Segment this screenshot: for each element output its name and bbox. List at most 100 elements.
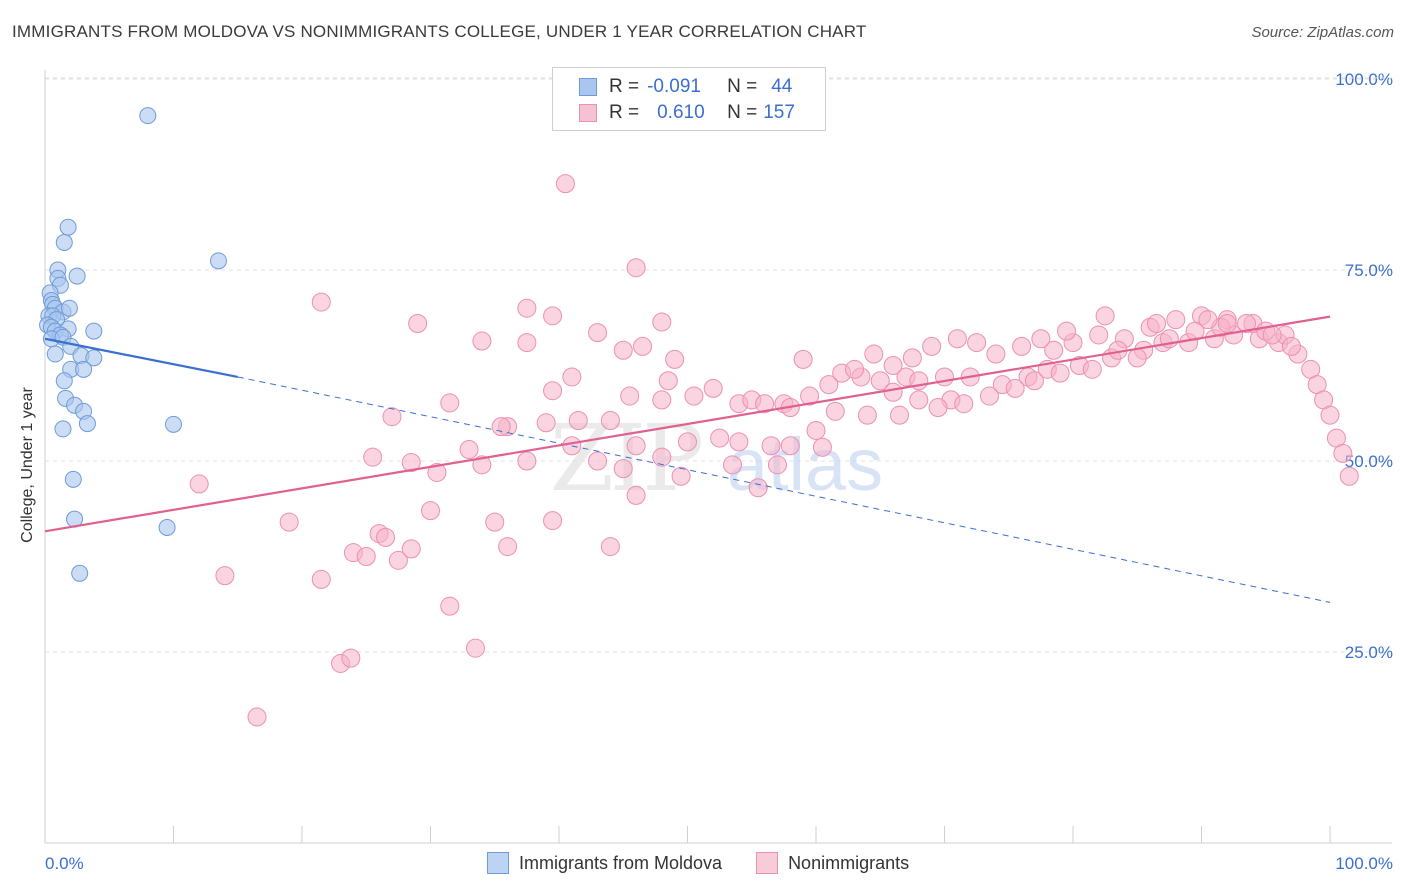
nonimmigrants-point — [870, 371, 890, 391]
moldova-point — [64, 470, 82, 488]
nonimmigrants-point — [909, 390, 929, 410]
nonimmigrants-point — [543, 381, 563, 401]
nonimmigrants-point — [517, 451, 537, 471]
moldova-legend-swatch — [487, 852, 509, 874]
nonimmigrants-point — [517, 298, 537, 318]
moldova-point — [46, 345, 64, 363]
nonimmigrants-point — [812, 437, 832, 457]
moldova-point — [71, 564, 89, 582]
nonimmigrants-point — [890, 405, 910, 425]
nonimmigrants-point — [755, 394, 775, 414]
nonimmigrants-point — [626, 436, 646, 456]
nonimmigrants-point — [613, 340, 633, 360]
nonimmigrants-point — [703, 378, 723, 398]
nonimmigrants-point — [825, 401, 845, 421]
nonimmigrants-point — [536, 413, 556, 433]
nonimmigrants-point — [620, 386, 640, 406]
stats-row-nonimmigrants: R = 0.610 N = 157 — [579, 101, 795, 125]
series-legend: Immigrants from Moldova Nonimmigrants — [487, 852, 943, 874]
nonimmigrants-point — [498, 537, 518, 557]
nonimmigrants-point — [388, 550, 408, 570]
legend-item-nonimmigrants[interactable]: Nonimmigrants — [756, 852, 909, 874]
nonimmigrants-point — [465, 638, 485, 658]
nonimmigrants-point — [883, 356, 903, 375]
nonimmigrants-point — [767, 455, 787, 475]
nonimmigrants-point — [1057, 321, 1077, 341]
moldova-swatch — [579, 78, 597, 96]
nonimmigrants-point — [1005, 378, 1025, 398]
nonimmigrants-point — [588, 451, 608, 471]
r-value-nonimmigrants: 0.610 — [657, 102, 705, 123]
nonimmigrants-point — [382, 407, 402, 427]
nonimmigrants-trend-line — [44, 315, 1331, 533]
legend-label-moldova: Immigrants from Moldova — [519, 852, 723, 873]
nonimmigrants-point — [979, 386, 999, 406]
nonimmigrants-point — [1031, 329, 1051, 349]
nonimmigrants-point — [401, 539, 421, 559]
moldova-point — [85, 349, 103, 367]
nonimmigrants-point — [710, 428, 730, 448]
nonimmigrants-point — [935, 367, 954, 387]
nonimmigrants-point — [613, 459, 633, 479]
n-label: N = — [727, 76, 758, 97]
nonimmigrants-point — [600, 411, 620, 431]
y-tick-label: 50.0% — [1345, 452, 1393, 471]
nonimmigrants-point — [947, 329, 967, 349]
nonimmigrants-point — [1333, 443, 1353, 463]
moldova-point — [55, 233, 73, 251]
nonimmigrants-point — [401, 453, 421, 473]
nonimmigrants-point — [954, 394, 974, 414]
nonimmigrants-point — [311, 292, 331, 312]
nonimmigrants-point — [658, 371, 678, 391]
nonimmigrants-point — [408, 313, 428, 333]
moldova-point — [55, 372, 73, 390]
watermark-atlas: atlas — [727, 423, 883, 506]
moldova-point — [75, 360, 93, 378]
legend-item-moldova[interactable]: Immigrants from Moldova — [487, 852, 722, 874]
nonimmigrants-point — [1166, 310, 1186, 330]
nonimmigrants-point — [845, 359, 865, 379]
nonimmigrants-point — [600, 537, 620, 557]
y-tick-label: 100.0% — [1335, 70, 1393, 89]
nonimmigrants-legend-swatch — [756, 852, 779, 874]
nonimmigrants-point — [1320, 405, 1340, 425]
moldova-point — [59, 218, 77, 236]
nonimmigrants-point — [491, 417, 511, 437]
nonimmigrants-point — [472, 331, 492, 351]
moldova-point — [165, 415, 182, 433]
stats-legend: R = -0.091 N = 44 R = 0.610 N = 157 — [552, 67, 826, 131]
nonimmigrants-point — [555, 174, 575, 194]
nonimmigrants-point — [1082, 359, 1102, 379]
nonimmigrants-point — [652, 390, 672, 410]
nonimmigrants-point — [1024, 371, 1044, 391]
nonimmigrants-point — [883, 382, 903, 402]
nonimmigrants-point — [761, 436, 781, 456]
chart-title: IMMIGRANTS FROM MOLDOVA VS NONIMMIGRANTS… — [12, 22, 867, 41]
stats-row-moldova: R = -0.091 N = 44 — [579, 75, 792, 99]
nonimmigrants-point — [472, 455, 492, 475]
nonimmigrants-point — [1281, 336, 1301, 356]
n-value-moldova: 44 — [771, 76, 793, 97]
nonimmigrants-point — [902, 348, 922, 368]
nonimmigrants-point — [459, 440, 479, 460]
nonimmigrants-point — [440, 596, 460, 616]
nonimmigrants-point — [356, 547, 376, 566]
nonimmigrants-point — [1095, 306, 1115, 326]
nonimmigrants-point — [1127, 348, 1147, 368]
nonimmigrants-point — [1089, 325, 1109, 345]
nonimmigrants-point — [780, 436, 800, 456]
nonimmigrants-point — [543, 511, 563, 531]
nonimmigrants-swatch — [579, 104, 597, 122]
nonimmigrants-point — [1050, 363, 1070, 383]
nonimmigrants-point — [864, 344, 884, 364]
nonimmigrants-point — [279, 512, 299, 532]
nonimmigrants-point — [1012, 336, 1032, 356]
nonimmigrants-point — [652, 312, 672, 332]
moldova-trend-dashed — [237, 376, 1331, 603]
moldova-point — [68, 267, 86, 285]
nonimmigrants-point — [857, 405, 877, 425]
nonimmigrants-point — [671, 466, 691, 486]
moldova-point — [85, 322, 103, 340]
moldova-trend-line — [44, 337, 238, 379]
nonimmigrants-point — [922, 336, 942, 356]
